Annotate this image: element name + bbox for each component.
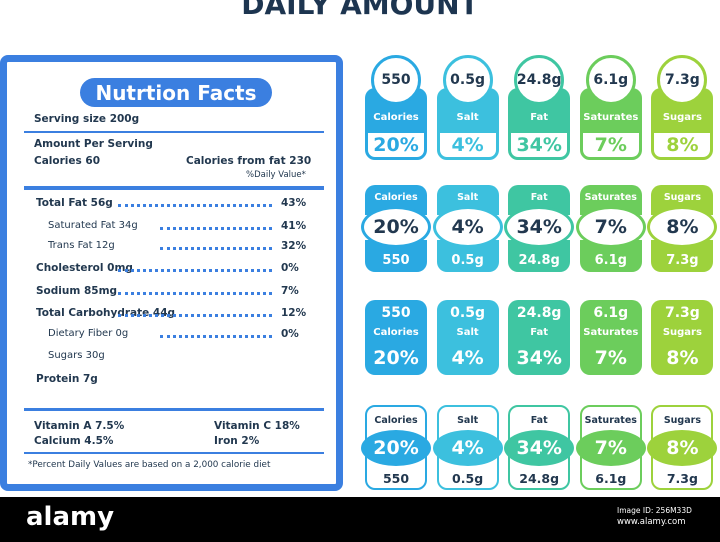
nutrient: Sugars 30g — [48, 350, 105, 361]
percent: 32% — [281, 240, 307, 252]
badge-name: Sugars — [662, 326, 702, 338]
badge-oval: 34% — [504, 430, 575, 466]
badge-amount: 550 — [382, 470, 410, 486]
watermark-bar — [0, 497, 720, 542]
amount-per-serving: Amount Per Serving — [34, 138, 153, 150]
badge-amount: 7.3g — [666, 470, 698, 486]
nutrition-panel — [0, 55, 343, 491]
badge-circle: 550 — [371, 55, 421, 105]
percent: 12% — [281, 307, 307, 319]
badge-percent: 7% — [579, 130, 642, 160]
nutrient: Total Carbohydrate 44g — [36, 307, 176, 319]
badge-percent: 4% — [436, 130, 499, 160]
badge-oval: 7% — [575, 430, 646, 466]
badge-amount: 7.3g — [664, 305, 700, 321]
nutrient: Dietary Fiber 0g — [48, 328, 129, 339]
separator — [24, 452, 324, 454]
badge-box — [579, 300, 642, 375]
badge-tab: 550 — [365, 240, 427, 272]
badge-name: Salt — [457, 414, 479, 426]
badge-oval: 34% — [504, 206, 575, 248]
badge-amount: 6.1g — [595, 470, 627, 486]
percent: 0% — [281, 328, 299, 340]
percent: 41% — [281, 220, 307, 232]
badge-name: Fat — [530, 326, 549, 338]
calories: Calories 60 — [34, 155, 101, 167]
dots — [118, 292, 272, 295]
badge-oval: 8% — [647, 430, 718, 466]
badge-box — [651, 300, 714, 375]
calories-from-fat: Calories from fat 230 — [186, 155, 312, 167]
page-title: DAILY AMOUNT — [241, 0, 479, 21]
dots — [118, 204, 272, 207]
nutrient: Cholesterol 0mg — [36, 262, 133, 274]
badge-amount: 24.8g — [516, 305, 562, 321]
badge-name: Calories — [374, 414, 418, 426]
badge-amount: 550 — [381, 305, 411, 321]
nutrient: Sodium 85mg — [36, 285, 118, 297]
badge-name: Saturates — [583, 326, 639, 338]
badge-percent: 8% — [666, 347, 699, 369]
dots — [160, 227, 272, 230]
badge-percent: 34% — [516, 347, 562, 369]
badge-amount: 24.8g — [519, 470, 560, 486]
badge-oval: 20% — [361, 430, 431, 466]
badge-percent: 4% — [451, 347, 484, 369]
badge-box — [365, 300, 427, 375]
nutrient: Total Fat 56g — [36, 197, 113, 209]
badge-percent: 20% — [373, 347, 419, 369]
badge-percent: 20% — [365, 130, 427, 160]
badge-circle: 6.1g — [585, 55, 636, 105]
badge-name: Calories — [373, 326, 419, 338]
badge-oval: 7% — [575, 206, 646, 248]
vitamin: Calcium 4.5% — [34, 435, 114, 447]
vitamin: Vitamin C 18% — [214, 420, 300, 432]
badge-percent: 34% — [508, 130, 571, 160]
separator — [24, 186, 324, 190]
serving: Serving size 200g — [34, 113, 140, 125]
separator — [24, 408, 324, 411]
badge-amount: 0.5g — [452, 470, 484, 486]
vitamin: Iron 2% — [214, 435, 260, 447]
badge-name: Fat — [530, 414, 548, 426]
brand: alamy — [26, 502, 115, 532]
site: www.alamy.com — [617, 517, 686, 527]
badge-name: Salt — [456, 326, 479, 338]
dots — [118, 269, 272, 272]
badge-circle: 24.8g — [514, 55, 565, 105]
badge-oval: 4% — [432, 206, 503, 248]
separator — [24, 131, 324, 133]
nutrient: Saturated Fat 34g — [48, 220, 138, 231]
nutrient: Protein 7g — [36, 373, 98, 385]
vitamin: Vitamin A 7.5% — [34, 420, 125, 432]
badge-circle: 0.5g — [442, 55, 493, 105]
badge-circle: 7.3g — [657, 55, 708, 105]
daily-value-header: %Daily Value* — [246, 170, 306, 180]
percent: 7% — [281, 285, 299, 297]
badge-percent: 8% — [651, 130, 714, 160]
badge-box — [436, 300, 499, 375]
badge-name: Sugars — [663, 414, 701, 426]
badge-box — [508, 300, 571, 375]
badge-oval: 4% — [432, 430, 503, 466]
badge-amount: 6.1g — [593, 305, 629, 321]
badge-percent: 7% — [594, 347, 627, 369]
label-title: Nutrtion Facts — [80, 78, 272, 107]
dots — [160, 247, 272, 250]
badge-oval: 8% — [647, 206, 718, 248]
footnote: *Percent Daily Values are based on a 2,0… — [28, 460, 271, 470]
badge-oval: 20% — [361, 206, 431, 248]
nutrient: Trans Fat 12g — [48, 240, 115, 251]
dots — [160, 335, 272, 338]
badge-name: Saturates — [584, 414, 637, 426]
percent: 0% — [281, 262, 299, 274]
image-id: Image ID: 256M33D — [617, 506, 692, 515]
dots — [118, 314, 272, 317]
percent: 43% — [281, 197, 307, 209]
badge-amount: 0.5g — [450, 305, 485, 321]
